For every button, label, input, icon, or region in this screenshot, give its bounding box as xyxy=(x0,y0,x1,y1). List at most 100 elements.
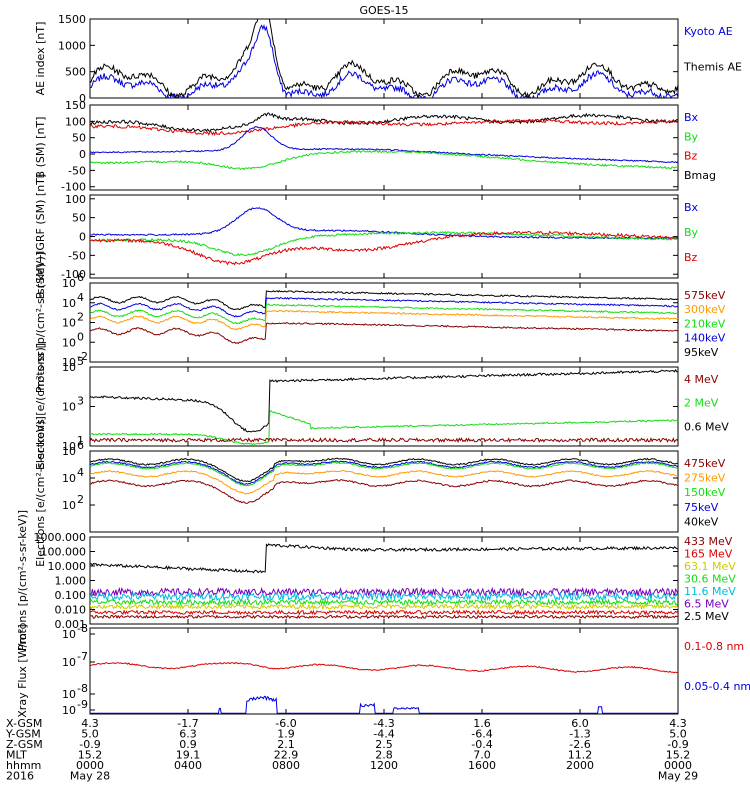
x-row-value: -0.4 xyxy=(471,738,492,751)
x-row-value: 1.6 xyxy=(473,717,491,730)
y-axis-label: Protons [p/(cm²-s-sr-keV)] xyxy=(34,252,47,393)
series-line-p575 xyxy=(90,322,678,345)
y-tick-label: 10 xyxy=(62,336,76,349)
y-axis-label: Electrons [e/(cm²-s-sr)] xyxy=(34,343,47,470)
legend-275kev: 275keV xyxy=(684,472,726,485)
x-row-value: 15.2 xyxy=(666,749,691,762)
y-tick-label: 10 xyxy=(62,317,76,330)
x-row-value: -4.3 xyxy=(373,717,394,730)
x-row-value: -0.9 xyxy=(79,738,100,751)
legend-0-1-0-8-nm: 0.1-0.8 nm xyxy=(684,640,744,653)
series-group xyxy=(90,19,678,98)
y-tick-label: 50 xyxy=(72,132,86,145)
legend-11-6-mev: 11.6 MeV xyxy=(684,585,736,598)
y-axis-label: Electrons [e/(cm²-s-sr-keV)] xyxy=(34,416,47,567)
x-row-value: 0800 xyxy=(272,759,300,772)
panel-frame xyxy=(89,104,679,191)
y-axis-label: AE index [nT] xyxy=(34,22,47,96)
x-row-value: -1.7 xyxy=(177,717,198,730)
y-tick-label: 10.000 xyxy=(48,560,87,573)
series-line-e4 xyxy=(90,437,678,444)
y-tick-exponent: -8 xyxy=(77,682,88,695)
legend-by: By xyxy=(684,226,699,239)
series-group xyxy=(90,112,678,171)
series-line-e275 xyxy=(90,469,678,495)
y-tick-label: -50 xyxy=(68,249,86,262)
x-row-value: 5.0 xyxy=(81,728,99,741)
x-row-value: 2.8 xyxy=(375,749,393,762)
y-tick-label: 10 xyxy=(62,656,76,669)
x-row-value: 1600 xyxy=(468,759,496,772)
y-tick-label: 1000 xyxy=(58,39,86,52)
y-tick-label: 0.010 xyxy=(55,604,87,617)
series-line-kyoto-ae xyxy=(90,24,678,98)
y-tick-exponent: 6 xyxy=(77,271,84,284)
legend-0-6-mev: 0.6 MeV xyxy=(684,420,729,433)
y-tick-exponent: 4 xyxy=(77,291,84,304)
series-group xyxy=(90,662,678,714)
series-line-p210 xyxy=(90,303,678,325)
x-row-value: 4.3 xyxy=(81,717,99,730)
x-row-value: 0000 xyxy=(76,759,104,772)
series-line-e150 xyxy=(90,461,678,487)
x-row-label: X-GSM xyxy=(6,717,42,730)
legend-bz: Bz xyxy=(684,150,698,163)
y-tick-label: 10 xyxy=(62,628,76,641)
x-row-value: 15.2 xyxy=(78,749,103,762)
y-tick-exponent: -8 xyxy=(77,622,88,635)
x-row-label: Y-GSM xyxy=(5,728,41,741)
series-line-p65 xyxy=(90,586,678,598)
legend-165-mev: 165 MeV xyxy=(684,548,733,561)
legend-140kev: 140keV xyxy=(684,332,726,345)
y-tick-label: -100 xyxy=(61,268,86,281)
y-tick-label: 1.000 xyxy=(55,575,87,588)
y-tick-exponent: 6 xyxy=(77,439,84,452)
y-tick-label: 50 xyxy=(72,212,86,225)
x-row-value: 1200 xyxy=(370,759,398,772)
legend-bz: Bz xyxy=(684,251,698,264)
series-line-p95 xyxy=(90,290,678,311)
series-line-dby xyxy=(90,230,678,257)
y-tick-label: 0 xyxy=(79,148,86,161)
x-row-value: 0.9 xyxy=(179,738,197,751)
series-group xyxy=(90,290,678,345)
legend-2-5-mev: 2.5 MeV xyxy=(684,610,729,623)
series-line-e40 xyxy=(90,457,678,483)
series-line-bx xyxy=(90,126,678,164)
y-tick-label: 1000.000 xyxy=(34,531,87,544)
y-tick-exponent: 2 xyxy=(77,493,84,506)
y-tick-exponent: 4 xyxy=(77,466,84,479)
y-tick-exponent: 3 xyxy=(77,395,84,408)
x-row-value: 22.9 xyxy=(274,749,299,762)
y-tick-exponent: 1 xyxy=(77,434,84,447)
series-line-themis-ae xyxy=(90,19,678,98)
legend-150kev: 150keV xyxy=(684,486,726,499)
series-line-p631 xyxy=(90,602,678,611)
y-tick-label: 0 xyxy=(79,231,86,244)
x-row-label: Z-GSM xyxy=(6,738,43,751)
y-tick-label: 100 xyxy=(65,115,86,128)
series-group xyxy=(90,457,678,504)
y-tick-label: 150 xyxy=(65,99,86,112)
x-row-value: May 28 xyxy=(70,770,110,783)
y-tick-label: 0.100 xyxy=(55,589,87,602)
series-line-p165 xyxy=(90,609,678,616)
x-row-value: -6.0 xyxy=(275,717,296,730)
series-line-p433 xyxy=(90,614,678,620)
series-line-p300 xyxy=(90,309,678,331)
y-tick-label: 10 xyxy=(62,688,76,701)
y-axis-label: Protons [p/(cm²-s-sr-keV)] xyxy=(16,510,29,651)
x-row-value: -0.9 xyxy=(667,738,688,751)
x-row-value: -2.6 xyxy=(569,738,590,751)
legend-4-mev: 4 MeV xyxy=(684,373,719,386)
y-tick-exponent: 2 xyxy=(77,311,84,324)
series-line-e475 xyxy=(90,479,678,504)
x-row-value: -4.4 xyxy=(373,728,394,741)
series-line-bmag xyxy=(90,112,678,133)
legend-210kev: 210keV xyxy=(684,317,726,330)
x-row-label: hhmm xyxy=(6,759,41,772)
